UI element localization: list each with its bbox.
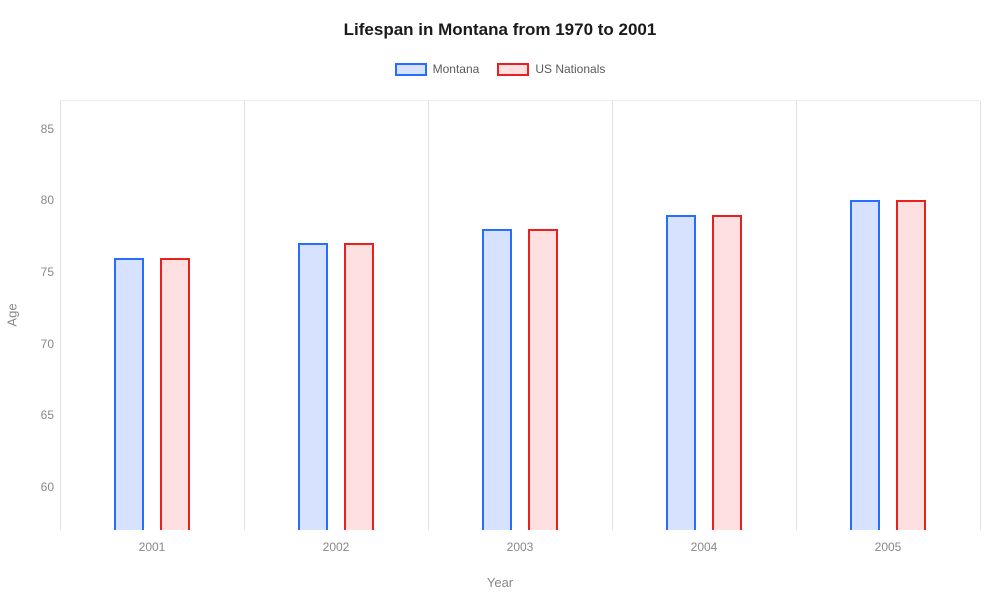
legend: Montana US Nationals — [0, 62, 1000, 76]
y-tick: 70 — [20, 337, 54, 351]
bar-us-nationals-2002 — [344, 243, 374, 530]
x-tick: 2005 — [838, 540, 938, 554]
x-tick: 2003 — [470, 540, 570, 554]
gridline-vertical — [796, 101, 797, 530]
bar-montana-2002 — [298, 243, 328, 530]
y-tick: 75 — [20, 265, 54, 279]
y-tick: 65 — [20, 408, 54, 422]
bar-montana-2003 — [482, 229, 512, 530]
legend-label-0: Montana — [433, 62, 480, 76]
gridline-vertical — [428, 101, 429, 530]
legend-item-0: Montana — [395, 62, 480, 76]
x-tick: 2004 — [654, 540, 754, 554]
bar-us-nationals-2004 — [712, 215, 742, 530]
y-tick: 60 — [20, 480, 54, 494]
y-axis-label: Age — [5, 303, 20, 326]
legend-label-1: US Nationals — [535, 62, 605, 76]
gridline-vertical — [244, 101, 245, 530]
bar-montana-2005 — [850, 200, 880, 530]
gridline-vertical — [980, 101, 981, 530]
legend-swatch-0 — [395, 63, 427, 76]
x-tick: 2002 — [286, 540, 386, 554]
plot-area: 60657075808520012002200320042005 — [60, 100, 980, 530]
plot-background — [60, 100, 980, 530]
legend-swatch-1 — [497, 63, 529, 76]
lifespan-chart: Lifespan in Montana from 1970 to 2001 Mo… — [0, 0, 1000, 600]
x-axis-label: Year — [487, 575, 513, 590]
legend-item-1: US Nationals — [497, 62, 605, 76]
bar-us-nationals-2005 — [896, 200, 926, 530]
bar-us-nationals-2001 — [160, 258, 190, 530]
bar-us-nationals-2003 — [528, 229, 558, 530]
bar-montana-2004 — [666, 215, 696, 530]
gridline-vertical — [612, 101, 613, 530]
gridline-vertical — [60, 101, 61, 530]
bar-montana-2001 — [114, 258, 144, 530]
x-tick: 2001 — [102, 540, 202, 554]
chart-title: Lifespan in Montana from 1970 to 2001 — [0, 0, 1000, 40]
y-tick: 80 — [20, 193, 54, 207]
y-tick: 85 — [20, 122, 54, 136]
